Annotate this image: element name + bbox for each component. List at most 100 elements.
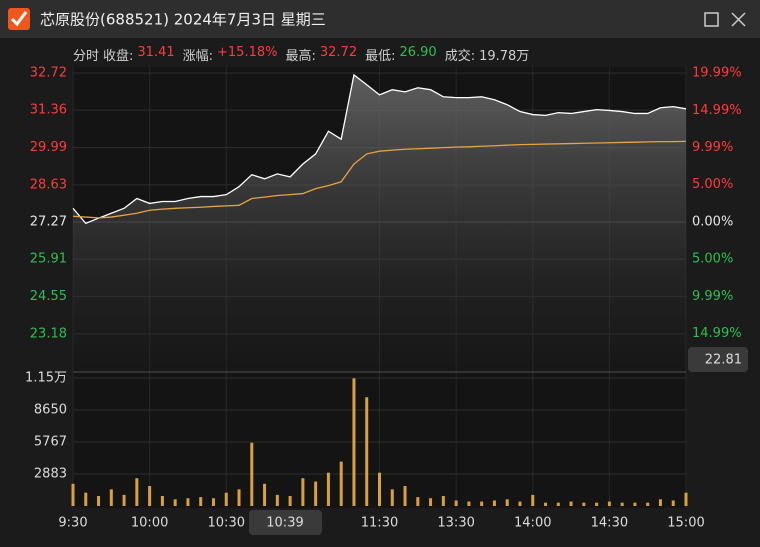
volume-bar: [160, 496, 164, 506]
volume-bar: [658, 499, 662, 506]
close-button[interactable]: [731, 12, 746, 27]
volume-bar: [595, 502, 599, 506]
y2-tick-label: 9.99%: [692, 289, 733, 304]
volume-bar: [199, 497, 203, 506]
y-tick-label: 25.91: [30, 252, 67, 267]
y-tick-label: 29.99: [30, 140, 67, 155]
volume-bar: [429, 498, 433, 506]
volume-bar: [556, 502, 560, 506]
y-tick-label: 23.18: [30, 326, 67, 341]
y2-tick-label: 9.99%: [692, 140, 733, 155]
x-tick-label: 10:30: [208, 516, 245, 531]
volume-bar: [211, 498, 215, 506]
volume-bar: [275, 494, 279, 506]
x-tick-label: 11:30: [361, 516, 398, 531]
info-label: 成交:: [444, 49, 476, 64]
app-icon-check: [10, 11, 28, 27]
volume-bar: [301, 478, 305, 506]
volume-bar: [109, 489, 113, 506]
cursor-value: 22.81: [705, 353, 742, 368]
volume-bar: [518, 501, 522, 506]
volume-bar: [148, 486, 152, 506]
volume-bar: [441, 496, 445, 506]
volume-bar: [544, 502, 548, 506]
y2-tick-label: 0.00%: [692, 214, 733, 229]
window-title: 芯原股份(688521) 2024年7月3日 星期三: [40, 11, 326, 29]
price-area: [73, 74, 686, 372]
volume-tick-label: 2883: [34, 467, 67, 482]
volume-bar: [582, 502, 586, 506]
volume-bar: [505, 499, 509, 506]
volume-bar: [314, 481, 318, 506]
title-bar: [0, 0, 760, 38]
volume-bar: [326, 472, 330, 506]
volume-bar: [365, 397, 369, 506]
volume-bar: [97, 496, 101, 506]
volume-bar: [467, 501, 471, 506]
price-line: [72, 73, 687, 225]
y2-tick-label: 5.00%: [692, 177, 733, 192]
volume-bar: [84, 492, 88, 506]
volume-bar: [633, 502, 637, 506]
info-label: 涨幅:: [182, 49, 214, 64]
volume-bar: [454, 500, 458, 506]
volume-bar: [250, 442, 254, 506]
x-tick-label: 14:00: [514, 516, 551, 531]
info-value: 26.90: [399, 45, 437, 60]
volume-bar: [492, 500, 496, 506]
cursor-value-box: [688, 347, 748, 372]
maximize-button[interactable]: [704, 12, 719, 27]
volume-bar: [339, 461, 343, 506]
cursor-time: 10:39: [266, 516, 303, 531]
x-tick-label: 15:00: [667, 516, 704, 531]
x-tick-label: 10:00: [131, 516, 168, 531]
volume-bar: [71, 483, 75, 506]
volume-bar: [122, 494, 126, 506]
volume-bar: [186, 498, 190, 506]
volume-tick-label: 8650: [34, 402, 67, 417]
x-tick-label: 9:30: [58, 516, 87, 531]
info-value: 32.72: [319, 45, 358, 60]
volume-tick-label: 1.15万: [25, 371, 67, 386]
volume-bar: [646, 502, 650, 506]
volume-bar: [684, 492, 688, 506]
volume-tick-label: 5767: [34, 434, 67, 449]
mode-label: 分时: [73, 49, 100, 64]
volume-bar: [390, 489, 394, 506]
volume-bar: [173, 499, 177, 506]
volume-bar: [671, 500, 675, 506]
y2-tick-label: 14.99%: [692, 103, 742, 118]
y-tick-label: 32.72: [30, 66, 67, 81]
volume-bar: [480, 501, 484, 506]
y2-tick-label: 5.00%: [692, 252, 733, 267]
y-tick-label: 27.27: [30, 215, 67, 230]
volume-bar: [531, 494, 535, 506]
y-tick-label: 28.63: [30, 177, 67, 192]
x-tick-label: 13:30: [437, 516, 474, 531]
volume-bar: [607, 501, 611, 506]
y2-tick-label: 19.99%: [692, 66, 742, 81]
volume-bar: [378, 472, 381, 506]
volume-bar: [620, 502, 624, 506]
y2-tick-label: 14.99%: [692, 326, 742, 341]
volume-bar: [569, 501, 573, 506]
volume-bar: [403, 486, 407, 506]
volume-bar: [352, 378, 356, 506]
info-bar: 分时 收盘: 31.41 涨幅: +15.18% 最高: 32.72 最低: 26.90 成交:…: [73, 45, 533, 65]
info-label: 最高:: [285, 49, 316, 64]
average-line: [72, 140, 687, 219]
y-tick-label: 31.36: [30, 103, 67, 118]
volume-bar: [224, 492, 228, 506]
info-value: 31.41: [137, 45, 175, 60]
info-label: 最低:: [365, 49, 396, 64]
volume-bar: [135, 478, 139, 506]
info-label: 收盘:: [103, 49, 134, 64]
volume-bar: [416, 497, 420, 506]
y-tick-label: 24.55: [30, 289, 67, 304]
info-value: +15.18%: [217, 45, 278, 60]
volume-bar: [263, 483, 267, 506]
x-tick-label: 14:30: [591, 516, 628, 531]
cursor-time-box: [249, 510, 322, 535]
